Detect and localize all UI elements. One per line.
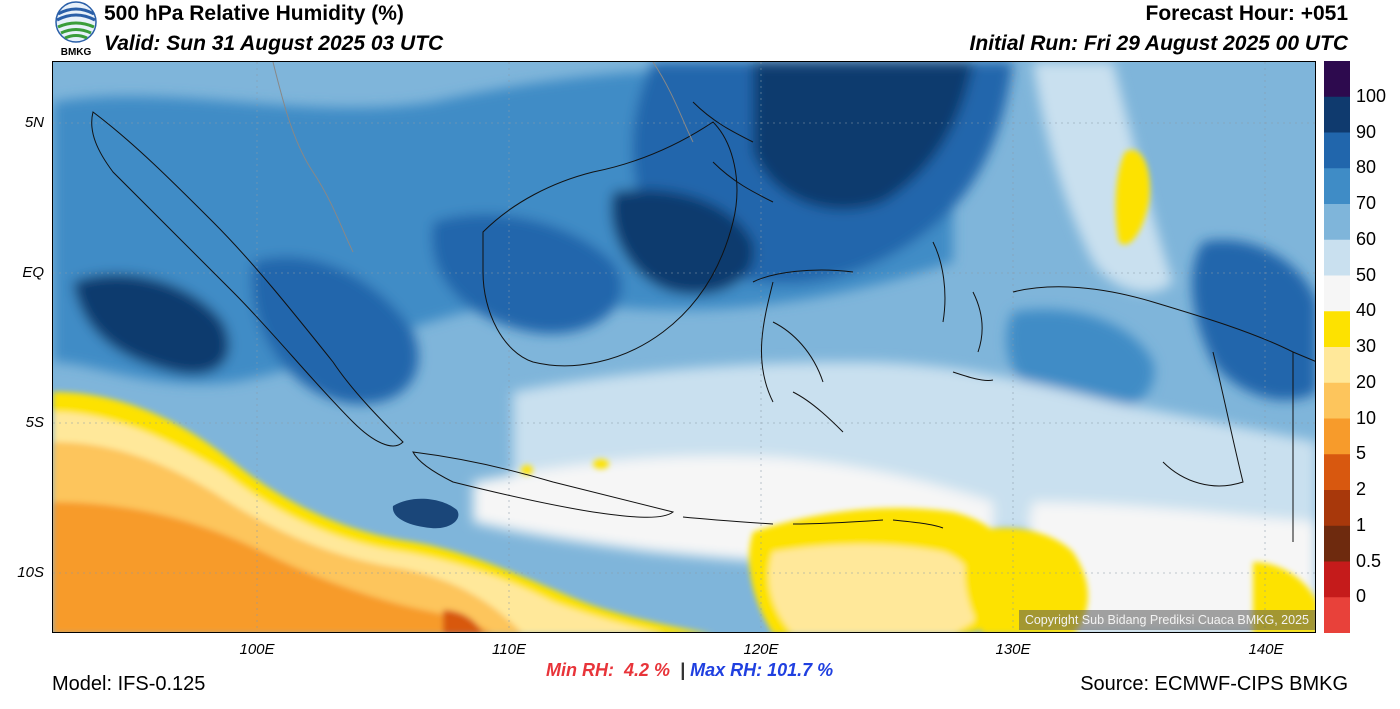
colorbar-swatch bbox=[1324, 132, 1350, 169]
colorbar-swatch bbox=[1324, 525, 1350, 562]
lat-label-eq: EQ bbox=[22, 264, 44, 281]
colorbar-swatch bbox=[1324, 239, 1350, 276]
lat-label-5s: 5S bbox=[25, 414, 44, 431]
colorbar-label: 5 bbox=[1356, 443, 1367, 464]
lat-label-10s: 10S bbox=[17, 564, 44, 581]
colorbar-label: 0 bbox=[1356, 586, 1367, 607]
colorbar-label: 10 bbox=[1356, 407, 1377, 428]
colorbar-swatch bbox=[1324, 168, 1350, 205]
colorbar-label: 90 bbox=[1356, 121, 1377, 142]
initial-run: Initial Run: Fri 29 August 2025 00 UTC bbox=[969, 32, 1348, 55]
rh-stats: Min RH: 4.2 % | Max RH: 101.7 % bbox=[546, 660, 833, 681]
min-rh-label: Min RH: bbox=[546, 660, 614, 680]
colorbar-swatch bbox=[1324, 561, 1350, 598]
colorbar-swatch bbox=[1324, 275, 1350, 312]
colorbar-swatches bbox=[1324, 61, 1350, 634]
colorbar bbox=[1324, 61, 1350, 634]
model-name: Model: IFS-0.125 bbox=[52, 673, 206, 695]
colorbar-swatch bbox=[1324, 418, 1350, 455]
colorbar-swatch bbox=[1324, 382, 1350, 419]
colorbar-label: 40 bbox=[1356, 300, 1377, 321]
lat-label-5n: 5N bbox=[24, 114, 44, 131]
colorbar-label: 1 bbox=[1356, 514, 1367, 535]
map-title: 500 hPa Relative Humidity (%) bbox=[104, 2, 404, 25]
forecast-hour: Forecast Hour: +051 bbox=[1145, 2, 1349, 25]
lon-label-130e: 130E bbox=[995, 641, 1031, 658]
colorbar-label: 100 bbox=[1356, 85, 1387, 106]
colorbar-label: 0.5 bbox=[1356, 550, 1382, 571]
colorbar-label: 70 bbox=[1356, 193, 1377, 213]
colorbar-swatch bbox=[1324, 61, 1350, 98]
lon-label-100e: 100E bbox=[239, 641, 275, 658]
stats-separator: | bbox=[680, 660, 686, 680]
copyright-notice: Copyright Sub Bidang Prediksi Cuaca BMKG… bbox=[1018, 610, 1315, 630]
lon-label-140e: 140E bbox=[1248, 641, 1284, 658]
colorbar-label: 80 bbox=[1356, 157, 1377, 178]
colorbar-label: 60 bbox=[1356, 228, 1377, 249]
colorbar-label: 30 bbox=[1356, 336, 1377, 356]
colorbar-swatch bbox=[1324, 311, 1350, 348]
colorbar-label: 20 bbox=[1356, 371, 1377, 392]
colorbar-swatch bbox=[1324, 490, 1350, 527]
colorbar-label: 2 bbox=[1356, 479, 1367, 499]
humidity-map bbox=[52, 61, 1316, 633]
max-rh-label: Max RH: bbox=[690, 660, 763, 680]
colorbar-swatch bbox=[1324, 96, 1350, 133]
min-rh-value: 4.2 % bbox=[624, 660, 671, 680]
map-canvas bbox=[53, 62, 1315, 632]
bmkg-logo: BMKG bbox=[52, 0, 100, 60]
valid-time: Valid: Sun 31 August 2025 03 UTC bbox=[104, 32, 444, 55]
lon-label-120e: 120E bbox=[743, 641, 779, 658]
logo-text: BMKG bbox=[60, 47, 92, 58]
colorbar-label: 50 bbox=[1356, 264, 1377, 285]
colorbar-swatch bbox=[1324, 454, 1350, 491]
max-rh-value: 101.7 % bbox=[767, 660, 834, 680]
data-source: Source: ECMWF-CIPS BMKG bbox=[1080, 673, 1348, 695]
colorbar-swatch bbox=[1324, 347, 1350, 384]
colorbar-swatch bbox=[1324, 597, 1350, 634]
colorbar-swatch bbox=[1324, 204, 1350, 241]
lon-label-110e: 110E bbox=[492, 641, 526, 658]
